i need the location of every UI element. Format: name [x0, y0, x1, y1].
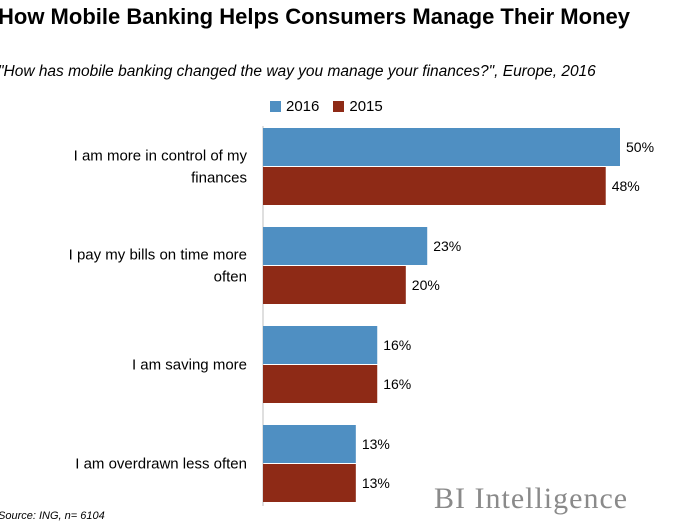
category-label: I am more in control of my finances: [74, 148, 248, 187]
bar-2016: [263, 326, 378, 364]
brand-logo: BI Intelligence: [434, 482, 629, 515]
bar-2015: [263, 365, 378, 403]
category-label: I pay my bills on time more often: [69, 247, 247, 286]
bar-2015: [263, 464, 356, 502]
category-label: I am saving more: [132, 357, 247, 374]
data-label: 16%: [383, 337, 411, 353]
legend-item-2015: 2015: [333, 97, 383, 115]
data-label: 13%: [362, 436, 390, 452]
bar-2016: [263, 425, 356, 463]
category-label: I am overdrawn less often: [75, 456, 247, 473]
data-label: 23%: [433, 238, 461, 254]
legend-swatch-2015: [333, 100, 345, 112]
bar-2016: [263, 128, 620, 166]
legend-swatch-2016: [270, 100, 281, 112]
data-label: 20%: [412, 277, 440, 293]
bar-2015: [263, 266, 406, 304]
chart-subtitle: "How has mobile banking changed the way …: [0, 63, 596, 80]
bar-2015: [263, 167, 606, 205]
legend-item-2016: 2016: [270, 98, 319, 115]
data-label: 16%: [383, 376, 411, 392]
legend-label-2016: 2016: [286, 97, 320, 115]
legend-label-2015: 2015: [349, 97, 383, 115]
legend: 2016 2015: [270, 96, 397, 116]
chart-title: How Mobile Banking Helps Consumers Manag…: [0, 4, 630, 29]
data-label: 50%: [626, 139, 654, 155]
data-label: 13%: [362, 475, 390, 491]
data-label: 48%: [612, 178, 640, 194]
source-note: Source: ING, n= 6104: [0, 510, 105, 522]
bar-2016: [263, 227, 428, 265]
